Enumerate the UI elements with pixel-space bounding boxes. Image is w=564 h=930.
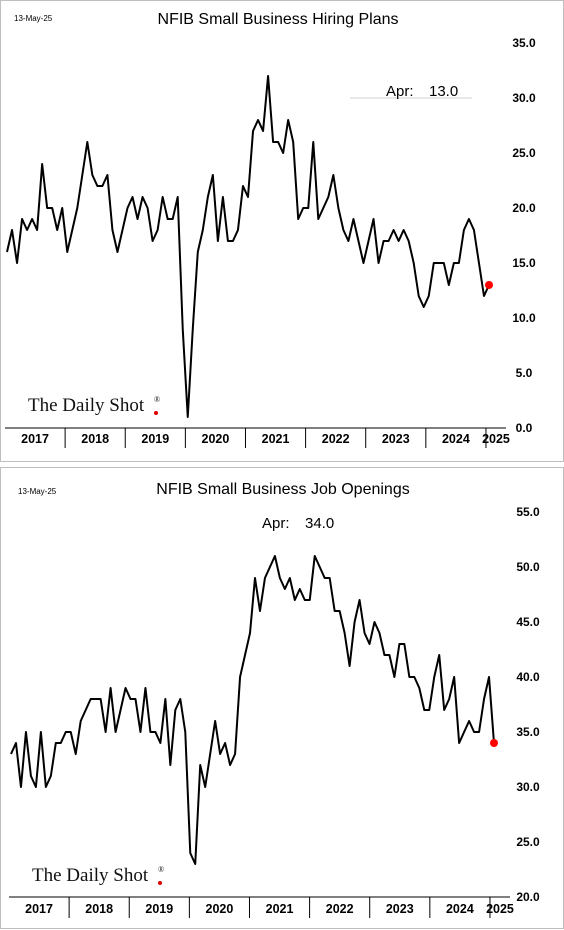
last-point-marker	[485, 281, 493, 289]
x-tick-label: 2025	[486, 902, 514, 916]
last-point-marker	[490, 739, 498, 747]
x-axis-years: 2017 2018 2019 2020 2021 2022 2023 2024 2025	[21, 428, 510, 448]
y-tick-label: 30.0	[512, 91, 536, 105]
x-tick-label: 2023	[386, 902, 414, 916]
logo-text: The Daily Shot	[28, 395, 145, 416]
x-tick-label: 2021	[262, 432, 290, 446]
date-label: 13-May-25	[14, 14, 53, 23]
x-tick-label: 2025	[482, 432, 510, 446]
y-tick-label: 45.0	[516, 615, 540, 629]
x-tick-label: 2024	[446, 902, 474, 916]
x-tick-label: 2020	[202, 432, 230, 446]
x-tick-label: 2022	[322, 432, 350, 446]
y-axis-ticks: 55.0 50.0 45.0 40.0 35.0 30.0 25.0 20.0	[516, 505, 540, 904]
chart-title: NFIB Small Business Job Openings	[156, 481, 409, 498]
y-tick-label: 55.0	[516, 505, 540, 519]
date-label: 13-May-25	[18, 487, 57, 496]
panel-border	[0, 0, 564, 462]
x-tick-label: 2018	[81, 432, 109, 446]
y-tick-label: 5.0	[516, 366, 533, 380]
x-tick-label: 2019	[145, 902, 173, 916]
annotation-value: 34.0	[305, 515, 334, 532]
y-axis-ticks: 35.0 30.0 25.0 20.0 15.0 10.0 5.0 0.0	[512, 36, 536, 435]
y-tick-label: 40.0	[516, 670, 540, 684]
y-tick-label: 25.0	[512, 146, 536, 160]
logo-red-dot	[158, 881, 162, 885]
y-tick-label: 50.0	[516, 560, 540, 574]
y-tick-label: 20.0	[516, 890, 540, 904]
y-tick-label: 35.0	[516, 725, 540, 739]
logo-registered-mark: ®	[158, 865, 164, 874]
chart-title: NFIB Small Business Hiring Plans	[158, 11, 399, 28]
annotation-prefix: Apr:	[262, 515, 290, 532]
y-tick-label: 25.0	[516, 835, 540, 849]
series-line	[6, 75, 490, 418]
x-tick-label: 2020	[206, 902, 234, 916]
daily-shot-logo: The Daily Shot ®	[32, 865, 164, 886]
y-tick-label: 35.0	[512, 36, 536, 50]
logo-registered-mark: ®	[154, 395, 160, 404]
y-tick-label: 10.0	[512, 311, 536, 325]
x-axis-years: 2017 2018 2019 2020 2021 2022 2023 2024 2025	[25, 897, 514, 918]
annotation-value: 13.0	[429, 83, 458, 100]
daily-shot-logo: The Daily Shot ®	[28, 395, 160, 416]
logo-red-dot	[154, 411, 158, 415]
y-tick-label: 20.0	[512, 201, 536, 215]
panel-border	[0, 467, 564, 929]
x-tick-label: 2021	[266, 902, 294, 916]
x-tick-label: 2018	[85, 902, 113, 916]
x-tick-label: 2019	[141, 432, 169, 446]
annotation-prefix: Apr:	[386, 83, 414, 100]
x-tick-label: 2017	[21, 432, 49, 446]
chart-hiring-plans: 13-May-25 NFIB Small Business Hiring Pla…	[0, 0, 564, 462]
series-line	[10, 555, 495, 865]
x-tick-label: 2023	[382, 432, 410, 446]
x-tick-label: 2017	[25, 902, 53, 916]
chart-job-openings: 13-May-25 NFIB Small Business Job Openin…	[0, 467, 564, 929]
y-tick-label: 0.0	[516, 421, 533, 435]
y-tick-label: 15.0	[512, 256, 536, 270]
y-tick-label: 30.0	[516, 780, 540, 794]
logo-text: The Daily Shot	[32, 865, 149, 886]
x-tick-label: 2022	[326, 902, 354, 916]
x-tick-label: 2024	[442, 432, 470, 446]
